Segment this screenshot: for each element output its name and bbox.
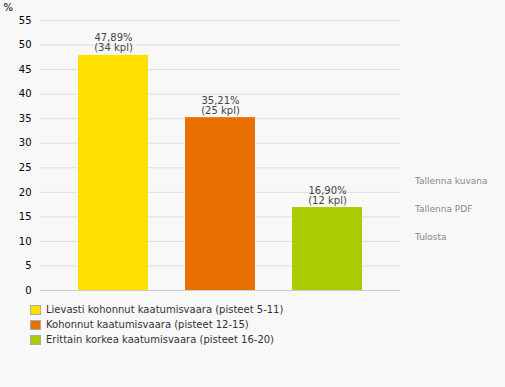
svg-text:25: 25 — [19, 162, 32, 173]
svg-text:20: 20 — [19, 187, 32, 198]
html-text:Tallenna PDF: Tallenna PDF — [415, 204, 473, 214]
svg-text:47,89%(34 kpl): 47,89%(34 kpl) — [94, 32, 133, 53]
svg-text:10: 10 — [19, 236, 32, 247]
html-text:Tulosta: Tulosta — [415, 232, 447, 242]
svg-text:45: 45 — [19, 64, 32, 75]
html-text:Lievasti kohonnut kaatumisvaar: Lievasti kohonnut kaatumisvaara (pisteet… — [46, 304, 284, 315]
svg-text:30: 30 — [19, 137, 32, 148]
svg-text:5: 5 — [25, 260, 31, 271]
svg-text:15: 15 — [19, 211, 32, 222]
svg-text:40: 40 — [19, 88, 32, 99]
svg-text:35,21%(25 kpl): 35,21%(25 kpl) — [201, 95, 240, 116]
svg-text:%: % — [4, 2, 14, 13]
svg-text:55: 55 — [19, 15, 32, 26]
html-text:Erittain korkea kaatumisvaara: Erittain korkea kaatumisvaara (pisteet 1… — [46, 334, 274, 345]
svg-text:50: 50 — [19, 39, 32, 50]
svg-text:16,90%(12 kpl): 16,90%(12 kpl) — [308, 185, 347, 206]
html-text:Tallenna kuvana: Tallenna kuvana — [415, 176, 488, 186]
svg-text:35: 35 — [19, 113, 32, 124]
svg-text:0: 0 — [25, 285, 31, 296]
html-text:Kohonnut kaatumisvaara (pistee: Kohonnut kaatumisvaara (pisteet 12-15) — [46, 319, 249, 330]
